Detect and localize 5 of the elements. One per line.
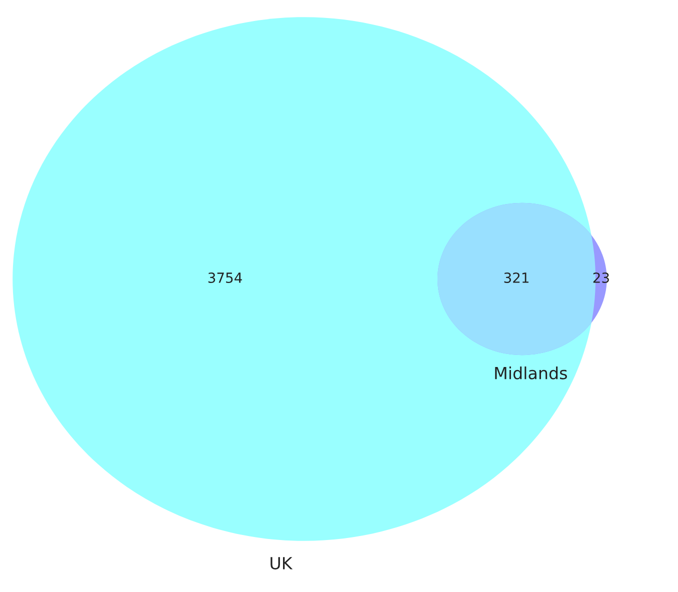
text: UK <box>270 557 293 570</box>
data-label: 23 <box>593 272 609 284</box>
data-label: 3754 <box>208 272 242 284</box>
text: Midlands <box>495 366 567 380</box>
data-label: 321 <box>504 272 528 284</box>
